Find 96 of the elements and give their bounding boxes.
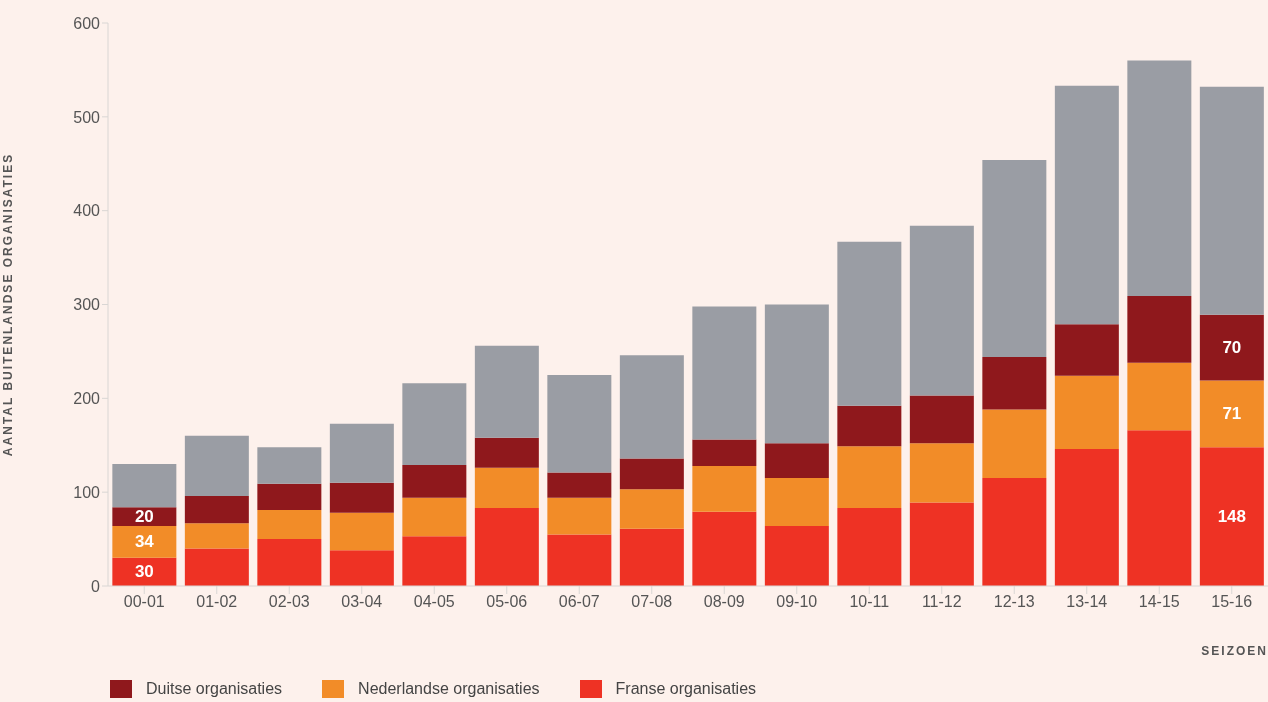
bar (692, 465, 757, 512)
bar (1199, 380, 1264, 448)
bar (547, 472, 612, 498)
bar (329, 550, 394, 586)
y-axis-title: AANTAL BUITENLANDSE ORGANISATIES (1, 152, 16, 457)
x-tick-label: 05-06 (486, 593, 528, 611)
bar (764, 304, 829, 444)
y-tick-label: 300 (73, 296, 101, 314)
bar (1127, 362, 1192, 431)
bar (619, 528, 684, 586)
bar (474, 508, 539, 586)
data-label: 148 (1217, 507, 1247, 527)
y-tick-label: 400 (73, 202, 101, 220)
x-tick-label: 06-07 (558, 593, 600, 611)
data-label: 30 (134, 562, 154, 582)
bar (547, 374, 612, 473)
x-tick-label: 15-16 (1211, 593, 1253, 611)
data-label: 20 (134, 507, 154, 527)
x-tick-label: 08-09 (703, 593, 745, 611)
y-tick-label: 100 (73, 483, 101, 501)
x-tick-label: 07-08 (631, 593, 673, 611)
x-tick-label: 11-12 (921, 593, 962, 611)
x-tick-label: 00-01 (123, 593, 165, 611)
bar (184, 548, 249, 586)
x-tick-label: 03-04 (341, 593, 383, 611)
bar (764, 443, 829, 479)
bar (257, 510, 322, 540)
bar (1054, 449, 1119, 586)
bar (474, 437, 539, 468)
x-tick-label: 02-03 (268, 593, 310, 611)
bar (402, 383, 467, 465)
bar (1127, 60, 1192, 297)
x-tick-label: 14-15 (1138, 593, 1180, 611)
bar (474, 345, 539, 438)
bar (909, 225, 974, 396)
bar (837, 405, 902, 447)
x-tick-label: 09-10 (776, 593, 818, 611)
bar (402, 497, 467, 537)
bar (1127, 430, 1192, 586)
legend-label: Nederlandse organisaties (358, 680, 540, 698)
bar (837, 241, 902, 406)
bar (1054, 85, 1119, 325)
bar (909, 502, 974, 586)
x-tick-label: 13-14 (1066, 593, 1108, 611)
bar (1054, 324, 1119, 376)
bar (329, 512, 394, 551)
bar (1127, 296, 1192, 363)
bar (1054, 375, 1119, 449)
bar (402, 464, 467, 498)
bar (764, 478, 829, 526)
bar (692, 511, 757, 586)
bar (184, 435, 249, 496)
bar (619, 355, 684, 459)
bar (837, 446, 902, 509)
y-tick-label: 600 (73, 14, 101, 32)
bar (1199, 314, 1264, 381)
legend-label: Duitse organisaties (146, 680, 283, 698)
bar (982, 409, 1047, 479)
bar (547, 534, 612, 586)
bar (619, 458, 684, 490)
bar (329, 482, 394, 513)
bar (982, 357, 1047, 410)
bar (257, 539, 322, 586)
bar (112, 525, 177, 558)
x-tick-label: 04-05 (413, 593, 455, 611)
bar (402, 536, 467, 586)
bar (764, 525, 829, 586)
bar (474, 467, 539, 509)
data-label: 71 (1222, 404, 1242, 424)
bar (909, 443, 974, 503)
bar (982, 478, 1047, 586)
bar (184, 495, 249, 524)
y-tick-label: 0 (91, 577, 101, 595)
bar (184, 523, 249, 549)
data-label: 34 (134, 532, 155, 552)
y-tick-label: 500 (73, 108, 101, 126)
x-tick-label: 10-11 (849, 593, 890, 611)
bar (1199, 86, 1264, 315)
x-tick-label: 12-13 (993, 593, 1035, 611)
bar (547, 497, 612, 535)
bar (257, 447, 322, 484)
bar (692, 306, 757, 440)
y-tick-label: 200 (73, 390, 101, 408)
bar (112, 464, 177, 508)
bar (982, 160, 1047, 358)
bar (909, 395, 974, 444)
legend-label: Franse organisaties (615, 680, 757, 698)
bar (837, 508, 902, 586)
data-label: 70 (1222, 338, 1242, 358)
bar (257, 483, 322, 510)
x-tick-label: 01-02 (196, 593, 238, 611)
bar (329, 423, 394, 483)
bar (619, 489, 684, 529)
x-axis-title: SEIZOEN (1201, 643, 1268, 658)
bar (1199, 447, 1264, 586)
bar (692, 439, 757, 466)
